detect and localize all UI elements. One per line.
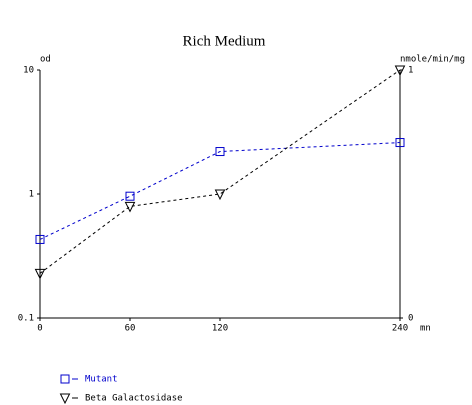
y2-tick-label: 1: [408, 66, 413, 76]
marker: [35, 234, 45, 244]
chart-title: Rich Medium: [183, 33, 266, 49]
legend-label: Beta Galactosidase: [85, 394, 183, 404]
series-line: [39, 142, 401, 240]
marker: [215, 147, 225, 157]
series-line: [39, 69, 401, 274]
marker: [394, 65, 406, 77]
y2-axis-label: nmole/min/mg: [400, 55, 465, 65]
y-tick-label: 1: [29, 190, 34, 200]
y2-tick-label: 0: [408, 314, 413, 324]
y-tick-label: 10: [23, 66, 34, 76]
y-axis-label: od: [40, 55, 51, 65]
x-tick-label: 60: [125, 324, 136, 334]
x-axis-label: mn: [420, 324, 431, 334]
y-tick-label: 0.1: [18, 314, 34, 324]
marker: [59, 393, 71, 405]
marker: [214, 189, 226, 201]
marker: [125, 191, 135, 201]
legend-label: Mutant: [85, 375, 118, 385]
x-tick-label: 0: [37, 324, 42, 334]
marker: [124, 201, 136, 213]
marker: [34, 268, 46, 280]
marker: [60, 374, 70, 384]
x-tick-label: 240: [392, 324, 408, 334]
marker: [395, 138, 405, 148]
x-tick-label: 120: [212, 324, 228, 334]
